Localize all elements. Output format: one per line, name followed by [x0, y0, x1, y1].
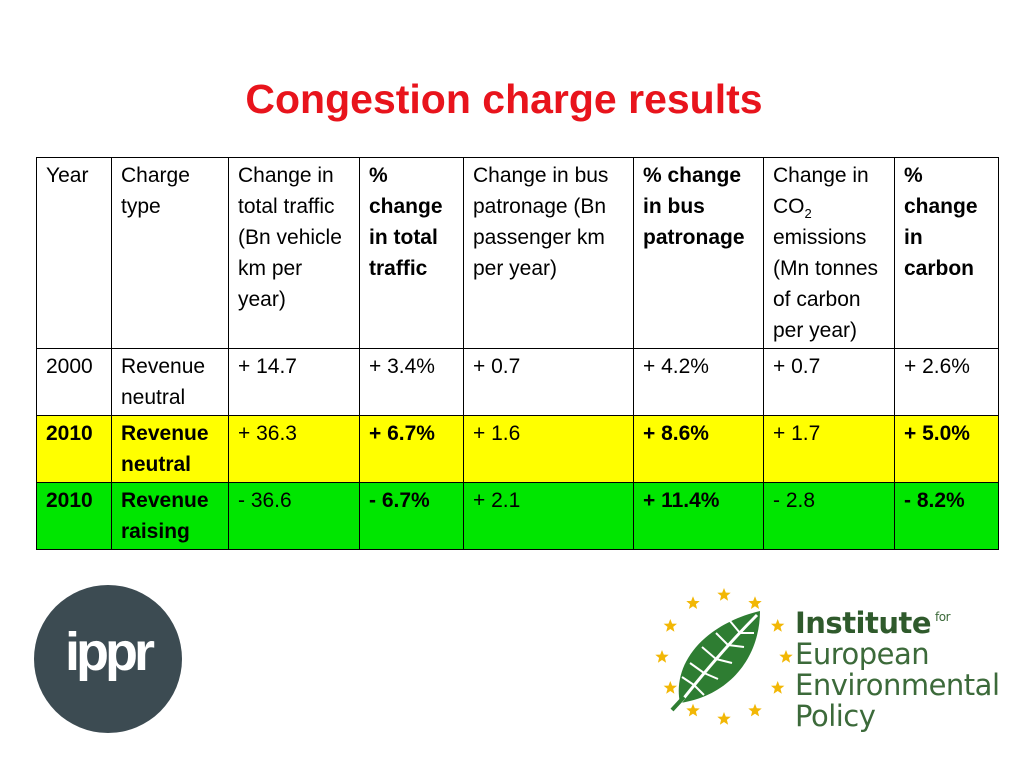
- header-co2-suffix: emissions (Mn tonnes of carbon per year): [773, 226, 879, 342]
- cell-carbon-pct: - 8.2%: [894, 482, 999, 550]
- cell-traffic-change: + 14.7: [228, 348, 360, 416]
- header-bus-change: Change in bus patronage (Bn passenger km…: [463, 157, 634, 349]
- cell-bus-pct: + 4.2%: [633, 348, 764, 416]
- cell-bus-pct: + 11.4%: [633, 482, 764, 550]
- cell-year: 2010: [36, 415, 112, 483]
- header-traffic-pct: % change in total traffic: [359, 157, 464, 349]
- cell-carbon-pct: + 5.0%: [894, 415, 999, 483]
- cell-traffic-pct: + 6.7%: [359, 415, 464, 483]
- ieep-logo-text: Institute for European Environmental Poli…: [795, 602, 1020, 732]
- eu-stars-icon: [655, 588, 793, 725]
- cell-bus-change: + 1.6: [463, 415, 634, 483]
- table-row: 2000 Revenue neutral + 14.7 + 3.4% + 0.7…: [36, 348, 999, 416]
- header-charge-type: Charge type: [111, 157, 229, 349]
- star-icon: [663, 619, 677, 632]
- header-year: Year: [36, 157, 112, 349]
- leaf-icon: [670, 611, 760, 712]
- star-icon: [655, 650, 669, 663]
- star-icon: [686, 703, 700, 717]
- cell-charge-type: Revenue neutral: [111, 415, 229, 483]
- ieep-line3: Environmental: [795, 668, 1000, 702]
- cell-year: 2000: [36, 348, 112, 416]
- star-icon: [686, 596, 700, 609]
- star-icon: [717, 712, 731, 725]
- ieep-logo-emblem: [655, 588, 793, 725]
- star-icon: [663, 681, 677, 694]
- cell-traffic-change: + 36.3: [228, 415, 360, 483]
- slide-title: Congestion charge results: [245, 76, 763, 122]
- header-bus-pct: % change in bus patronage: [633, 157, 764, 349]
- ippr-logo-text: ippr: [65, 622, 155, 682]
- cell-charge-type: Revenue neutral: [111, 348, 229, 416]
- cell-traffic-change: - 36.6: [228, 482, 360, 550]
- cell-bus-change: + 0.7: [463, 348, 634, 416]
- ieep-line4: Policy: [795, 699, 876, 733]
- ippr-logo: ippr: [34, 585, 182, 733]
- cell-co2-change: + 0.7: [763, 348, 895, 416]
- table-header-row: Year Charge type Change in total traffic…: [36, 157, 999, 349]
- cell-charge-type: Revenue raising: [111, 482, 229, 550]
- cell-year: 2010: [36, 482, 112, 550]
- header-co2-prefix: Change in CO: [773, 164, 869, 218]
- header-traffic-change: Change in total traffic (Bn vehicle km p…: [228, 157, 360, 349]
- cell-bus-pct: + 8.6%: [633, 415, 764, 483]
- cell-carbon-pct: + 2.6%: [894, 348, 999, 416]
- cell-co2-change: + 1.7: [763, 415, 895, 483]
- star-icon: [779, 650, 793, 663]
- star-icon: [771, 619, 785, 632]
- header-co2-change: Change in CO2 emissions (Mn tonnes of ca…: [763, 157, 895, 349]
- table-row: 2010 Revenue neutral + 36.3 + 6.7% + 1.6…: [36, 415, 999, 483]
- star-icon: [748, 596, 762, 609]
- header-carbon-pct: % change in carbon: [894, 157, 999, 349]
- star-icon: [748, 703, 762, 717]
- cell-traffic-pct: - 6.7%: [359, 482, 464, 550]
- header-co2-subscript: 2: [804, 206, 812, 222]
- ieep-line1-small: for: [935, 610, 951, 624]
- results-table: Year Charge type Change in total traffic…: [36, 157, 999, 550]
- star-icon: [771, 681, 785, 694]
- cell-co2-change: - 2.8: [763, 482, 895, 550]
- table-row: 2010 Revenue raising - 36.6 - 6.7% + 2.1…: [36, 482, 999, 550]
- cell-bus-change: + 2.1: [463, 482, 634, 550]
- ieep-line1: Institute: [795, 606, 932, 640]
- cell-traffic-pct: + 3.4%: [359, 348, 464, 416]
- ieep-line2: European: [795, 637, 930, 671]
- star-icon: [717, 588, 731, 601]
